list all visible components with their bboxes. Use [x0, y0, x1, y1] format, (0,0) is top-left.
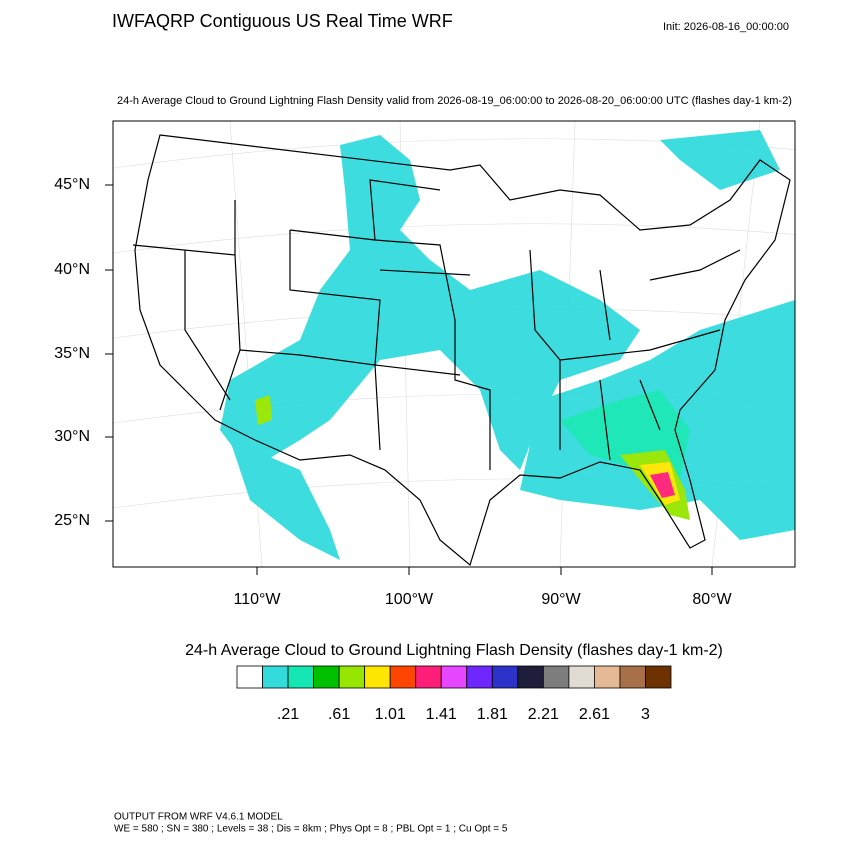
colorbar-label: .21 [277, 706, 299, 723]
colorbar-label: 1.01 [375, 706, 406, 723]
lat-label: 30°N [54, 428, 90, 445]
colorbar-box [542, 665, 570, 689]
lat-label: 35°N [54, 345, 90, 362]
footer-line: WE = 580 ; SN = 380 ; Levels = 38 ; Dis … [114, 824, 508, 835]
colorbar-box [440, 665, 468, 689]
lat-labels: 45°N 40°N 35°N 30°N 25°N [54, 176, 113, 529]
lon-label: 90°W [541, 591, 581, 608]
init-time: Init: 2026-08-16_00:00:00 [663, 21, 789, 33]
colorbar-label: 1.81 [477, 706, 508, 723]
colorbar-box [313, 665, 340, 689]
colorbar-label: 2.61 [579, 706, 610, 723]
colorbar-label: 3 [641, 706, 650, 723]
colorbar-title: 24-h Average Cloud to Ground Lightning F… [185, 642, 723, 659]
state-lines [132, 179, 741, 470]
lon-label: 100°W [385, 591, 434, 608]
colorbar-box [568, 665, 595, 689]
lat-label: 45°N [54, 176, 90, 193]
subtitle: 24-h Average Cloud to Ground Lightning F… [117, 95, 792, 107]
colorbar-box [287, 665, 314, 689]
colorbar-box [364, 665, 391, 689]
colorbar: .21 .61 1.01 1.41 1.81 2.21 2.61 3 [236, 665, 672, 723]
colorbar-label: 1.41 [426, 706, 457, 723]
colorbar-box [338, 665, 366, 689]
lon-label: 80°W [692, 591, 732, 608]
lat-label: 25°N [54, 512, 90, 529]
colorbar-box [262, 665, 289, 689]
colorbar-box [466, 665, 493, 689]
colorbar-box [594, 665, 621, 689]
lightning-density [220, 130, 795, 560]
colorbar-label: .61 [328, 706, 350, 723]
us-outline [134, 134, 791, 567]
map [112, 120, 796, 568]
map-frame [112, 120, 796, 568]
title: IWFAQRP Contiguous US Real Time WRF [112, 11, 453, 31]
lat-label: 40°N [54, 261, 90, 278]
colorbar-box [389, 665, 417, 689]
colorbar-box [415, 665, 442, 689]
colorbar-box [619, 665, 646, 689]
colorbar-box [236, 665, 263, 689]
footer-line: OUTPUT FROM WRF V4.6.1 MODEL [114, 812, 283, 823]
colorbar-box [491, 665, 519, 689]
lon-labels: 110°W 100°W 90°W 80°W [233, 567, 733, 608]
lon-label: 110°W [233, 591, 281, 608]
colorbar-box [645, 665, 672, 689]
colorbar-box [517, 665, 544, 689]
colorbar-label: 2.21 [528, 706, 559, 723]
